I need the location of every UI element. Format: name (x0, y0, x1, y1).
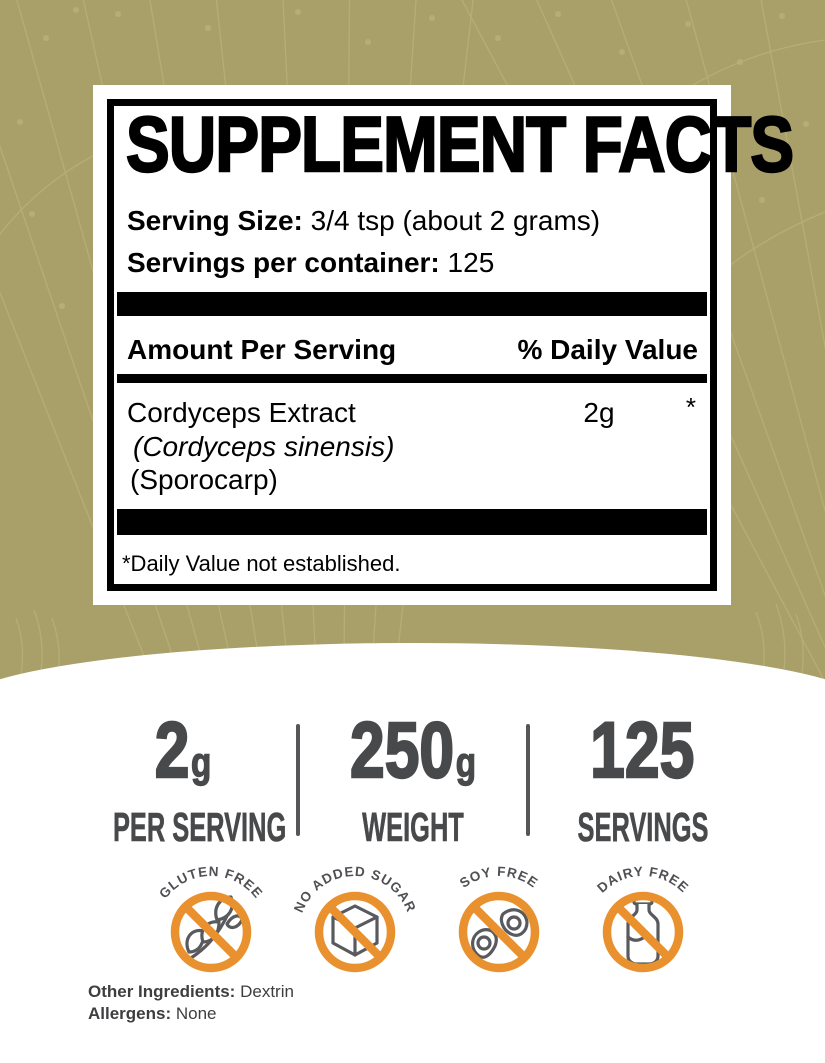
other-ingredients-label: Other Ingredients: (88, 982, 236, 1001)
serving-size-value: 3/4 tsp (about 2 grams) (302, 205, 601, 236)
stat-number: 125 (589, 705, 695, 794)
other-ingredients-line: Other Ingredients: Dextrin (88, 981, 294, 1003)
amount-per-serving-header: Amount Per Serving (127, 334, 397, 365)
stat-divider (295, 723, 300, 836)
svg-text:SOY FREE: SOY FREE (456, 864, 540, 891)
svg-text:DAIRY FREE: DAIRY FREE (594, 864, 692, 896)
soybean-icon (470, 908, 529, 959)
stat-weight: 250g WEIGHT (300, 709, 526, 850)
other-ingredients-value: Dextrin (235, 982, 294, 1001)
supplement-facts-title: SUPPLEMENT FACTS (125, 100, 795, 188)
badge-label: DAIRY FREE (594, 864, 691, 896)
badge-ring (458, 891, 539, 973)
stat-per-serving-label: PER SERVING (112, 804, 286, 850)
servings-per-container-line: Servings per container: 125 (127, 247, 494, 279)
ingredients-footer: Other Ingredients: Dextrin Allergens: No… (88, 981, 294, 1025)
ingredient-name: Cordyceps Extract (127, 397, 356, 428)
badge-ring (602, 891, 683, 973)
stat-weight-value: 250g (323, 709, 502, 801)
ingredient-daily-value-asterisk: * (685, 392, 696, 422)
daily-value-header: % Daily Value (517, 334, 698, 365)
separator-bar-top (117, 292, 707, 316)
separator-bar-bottom (117, 509, 707, 535)
badge-slash (613, 903, 672, 961)
stat-weight-label: WEIGHT (361, 804, 464, 850)
daily-value-footnote: *Daily Value not established. (122, 551, 401, 576)
badge-dairy-free: DAIRY FREE (594, 864, 692, 973)
panel-border: SUPPLEMENT FACTS Serving Size: 3/4 tsp (… (107, 99, 795, 591)
stat-unit: g (455, 738, 476, 786)
stat-per-serving: 2g PER SERVING (70, 709, 296, 850)
stat-divider (525, 723, 530, 836)
stats-section: 2g PER SERVING 250g WEIGHT 125 SERVINGS (0, 709, 825, 850)
stat-per-serving-value: 2g (93, 709, 272, 801)
ingredient-part: (Sporocarp) (130, 464, 278, 495)
badge-label: SOY FREE (456, 864, 539, 891)
stat-unit: g (190, 738, 211, 786)
badge-slash (325, 903, 384, 961)
badge-slash (469, 903, 528, 961)
allergens-value: None (171, 1004, 217, 1023)
stat-number: 250 (349, 705, 455, 794)
stat-servings-value: 125 (553, 709, 732, 801)
stat-servings-label: SERVINGS (577, 804, 708, 850)
curved-white-section (0, 643, 825, 1063)
stat-servings: 125 SERVINGS (530, 709, 756, 850)
badge-ring (170, 891, 251, 973)
header-rule (117, 374, 707, 383)
badge-no-added-sugar: NO ADDED SUGAR (290, 864, 418, 973)
servings-value: 125 (439, 247, 495, 278)
badge-soy-free: SOY FREE (456, 864, 540, 973)
badges-section: GLUTEN FREE NO ADDED SUGAR SOY FREE (14, 852, 825, 976)
serving-size-label: Serving Size: (127, 205, 303, 236)
badge-ring (314, 891, 395, 973)
servings-label: Servings per container: (127, 247, 440, 278)
stat-number: 2 (153, 705, 190, 794)
ingredient-amount: 2g (583, 397, 615, 428)
ingredient-latin-name: (Cordyceps sinensis) (133, 431, 395, 462)
serving-size-line: Serving Size: 3/4 tsp (about 2 grams) (127, 205, 600, 237)
badge-gluten-free: GLUTEN FREE (156, 864, 264, 973)
allergens-label: Allergens: (88, 1004, 172, 1023)
badge-slash (181, 903, 240, 961)
supplement-facts-panel: SUPPLEMENT FACTS Serving Size: 3/4 tsp (… (93, 85, 795, 605)
allergens-line: Allergens: None (88, 1003, 294, 1025)
